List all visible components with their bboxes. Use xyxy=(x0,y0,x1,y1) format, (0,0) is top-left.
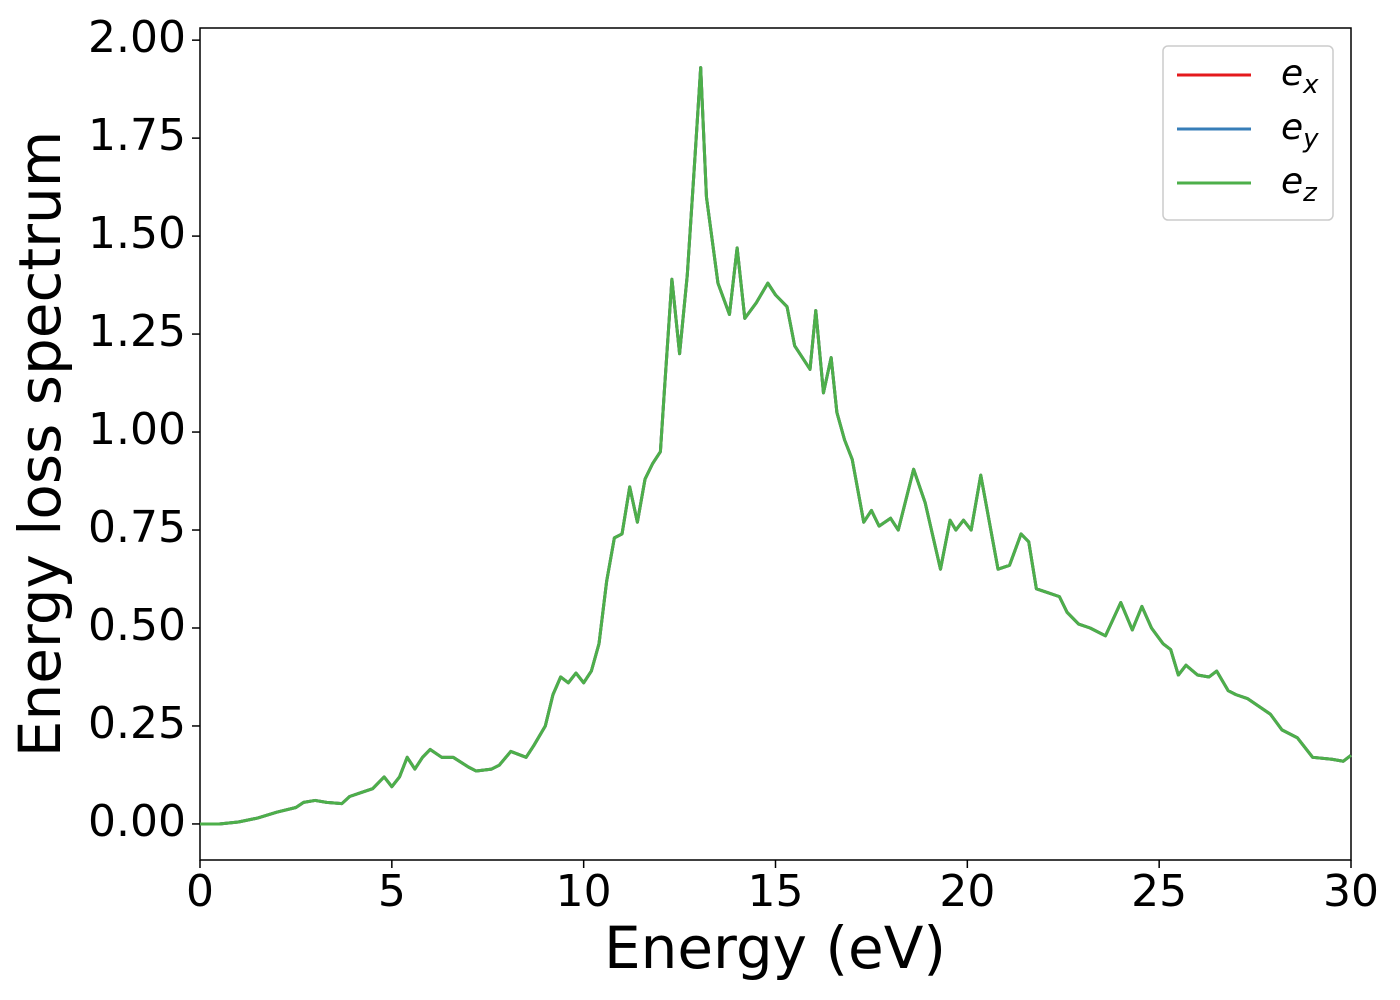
legend-label: ey xyxy=(1281,107,1319,154)
y-tick-label: 2.00 xyxy=(88,12,186,63)
x-tick-label: 5 xyxy=(378,866,406,917)
y-tick-label: 1.50 xyxy=(88,208,186,259)
legend-label: ex xyxy=(1281,53,1319,100)
y-tick-label: 1.75 xyxy=(88,110,186,161)
x-tick-label: 10 xyxy=(556,866,612,917)
data-line xyxy=(200,66,1352,826)
y-tick-label: 0.75 xyxy=(88,502,186,553)
y-tick-label: 1.00 xyxy=(88,404,186,455)
x-tick-label: 0 xyxy=(186,866,214,917)
y-tick-label: 0.00 xyxy=(88,796,186,847)
y-tick-label: 0.25 xyxy=(88,698,186,749)
x-tick-label: 15 xyxy=(748,866,804,917)
x-tick-label: 25 xyxy=(1131,866,1187,917)
legend-label: ez xyxy=(1281,161,1318,208)
x-axis-label: Energy (eV) xyxy=(604,914,946,982)
x-tick-label: 30 xyxy=(1323,866,1379,917)
y-tick-label: 1.25 xyxy=(88,306,186,357)
x-tick-label: 20 xyxy=(939,866,995,917)
legend-box xyxy=(1162,45,1334,221)
y-tick-label: 0.50 xyxy=(88,600,186,651)
y-axis-label: Energy loss spectrum xyxy=(6,131,74,757)
